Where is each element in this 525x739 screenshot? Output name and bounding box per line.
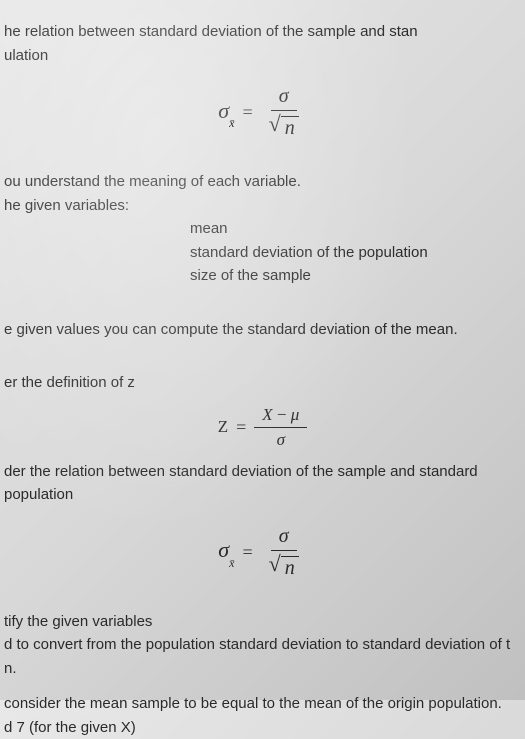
- denominator: √ n: [261, 111, 307, 140]
- formula-z: Z = X − μ σ: [0, 395, 525, 460]
- text-relation-1: he relation between standard deviation o…: [0, 20, 525, 44]
- numerator: σ: [271, 85, 297, 111]
- text-consider: consider the mean sample to be equal to …: [0, 692, 525, 716]
- formula-sigma-xbar-2: σx̄ = σ √ n: [0, 507, 525, 598]
- fraction-1: σ √ n: [261, 85, 307, 140]
- text-given-vars: he given variables:: [0, 194, 525, 218]
- text-understand: ou understand the meaning of each variab…: [0, 170, 525, 194]
- text-relation-4: population: [0, 483, 525, 507]
- text-d7: d 7 (for the given X): [0, 716, 525, 739]
- var-size: size of the sample: [0, 264, 525, 288]
- denominator-2: √ n: [261, 551, 307, 580]
- text-identify: tify the given variables: [0, 610, 525, 634]
- sqrt-icon: √: [269, 113, 281, 135]
- formula-sigma-xbar-1: σx̄ = σ √ n: [0, 67, 525, 158]
- text-compute: e given values you can compute the stand…: [0, 318, 525, 342]
- sigma-symbol: σx̄: [218, 98, 234, 127]
- numerator-2: σ: [271, 525, 297, 551]
- equals-sign-2: =: [242, 542, 252, 563]
- fraction-2: σ √ n: [261, 525, 307, 580]
- fraction-z: X − μ σ: [254, 405, 307, 450]
- text-def-z: er the definition of z: [0, 371, 525, 395]
- var-mean: mean: [0, 217, 525, 241]
- equals-sign-z: =: [236, 417, 246, 438]
- equals-sign: =: [242, 102, 252, 123]
- text-relation-3: der the relation between standard deviat…: [0, 460, 525, 484]
- numerator-z: X − μ: [254, 405, 307, 428]
- sigma-symbol-2: σx̄: [218, 537, 234, 566]
- sqrt-icon-2: √: [269, 553, 281, 575]
- text-relation-2: ulation: [0, 44, 525, 68]
- var-stddev: standard deviation of the population: [0, 241, 525, 265]
- text-convert: d to convert from the population standar…: [0, 633, 525, 657]
- denominator-z: σ: [269, 428, 293, 450]
- text-n: n.: [0, 657, 525, 681]
- z-symbol: Z: [218, 417, 228, 437]
